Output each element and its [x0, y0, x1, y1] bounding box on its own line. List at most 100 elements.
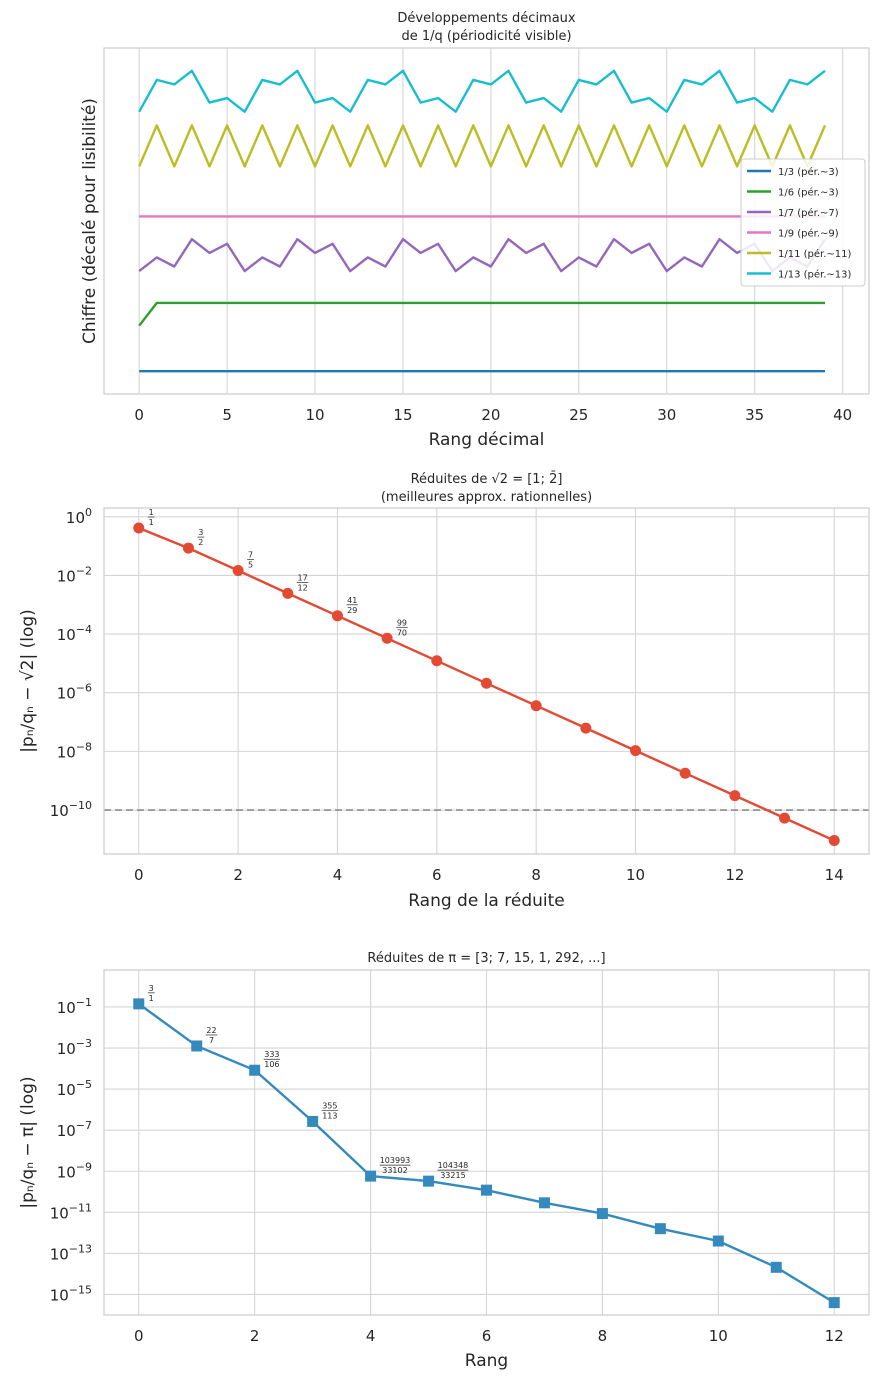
- legend-label: 1/7 (pér.~7): [778, 207, 839, 219]
- fraction-denominator: 2: [198, 538, 203, 547]
- fraction-denominator: 12: [298, 583, 308, 592]
- pi-convergents-chart: 0 2 4 6 8 10 12 10−1 10−3 10−5 10−7 10−9 10−11 10−13 1…: [18, 951, 870, 1371]
- data-point: [712, 1235, 724, 1247]
- fraction-numerator: 3: [198, 528, 203, 537]
- fraction-denominator: 106: [264, 1060, 279, 1069]
- data-point: [423, 1175, 435, 1187]
- x-tick-label: 12: [725, 866, 744, 884]
- data-point: [729, 790, 741, 802]
- x-tick-label: 0: [134, 866, 144, 884]
- data-point: [530, 700, 542, 712]
- fraction-denominator: 1: [149, 518, 154, 527]
- fraction-numerator: 1: [149, 508, 154, 517]
- decimal-expansion-chart: 0 5 10 15 20 25 30 35 40 Développements décimaux d…: [80, 11, 870, 450]
- y-tick-label: 10−13: [50, 1242, 92, 1263]
- data-point: [191, 1040, 203, 1052]
- y-tick-label: 10−11: [50, 1201, 92, 1222]
- data-point: [232, 565, 244, 577]
- data-point: [365, 1170, 377, 1182]
- fraction-annotation: 75: [247, 551, 254, 570]
- legend-label: 1/3 (pér.~3): [778, 166, 839, 178]
- x-tick-label: 10: [709, 1327, 728, 1345]
- series-line: [138, 237, 827, 273]
- x-tick-label: 25: [569, 406, 588, 424]
- x-tick-label: 8: [531, 866, 541, 884]
- y-tick-label: 10−9: [57, 1160, 92, 1181]
- chart-title: Réduites de π = [3; 7, 15, 1, 292, ...]: [367, 951, 605, 966]
- y-tick-label: 10−4: [57, 623, 92, 644]
- fraction-numerator: 41: [347, 596, 357, 605]
- legend-item: 1/11 (pér.~11): [747, 248, 852, 260]
- fraction-numerator: 99: [397, 618, 407, 627]
- x-tick-label: 40: [833, 406, 852, 424]
- fraction-annotation: 11: [147, 508, 155, 527]
- series-line: [138, 301, 825, 327]
- series-line: [138, 69, 826, 113]
- data-point: [828, 1297, 840, 1309]
- series-line: [138, 124, 827, 168]
- fraction-denominator: 113: [322, 1111, 337, 1120]
- data-point: [596, 1208, 608, 1220]
- y-axis-label: |pₙ/qₙ − √2| (log): [18, 609, 38, 753]
- fraction-numerator: 333: [264, 1050, 279, 1059]
- legend: 1/3 (pér.~3) 1/6 (pér.~3) 1/7 (pér.~7) 1/9 …: [740, 158, 866, 287]
- y-tick-label: 10−1: [57, 996, 92, 1017]
- fraction-annotation: 32: [197, 528, 205, 547]
- x-tick-label: 15: [393, 406, 412, 424]
- data-point: [282, 587, 294, 599]
- legend-label: 1/9 (pér.~9): [778, 228, 839, 240]
- fraction-numerator: 103993: [380, 1156, 411, 1165]
- data-point: [249, 1064, 261, 1076]
- data-point: [770, 1261, 782, 1273]
- x-tick-label: 10: [626, 866, 645, 884]
- chart-title: (meilleures approx. rationnelles): [381, 490, 592, 505]
- plot-frame: [103, 47, 870, 395]
- x-axis-label: Rang: [465, 1351, 508, 1371]
- data-point: [182, 542, 194, 554]
- x-axis-label: Rang de la réduite: [408, 891, 565, 911]
- x-tick-label: 35: [745, 406, 764, 424]
- y-tick-label: 10−15: [50, 1283, 92, 1304]
- x-tick-label: 6: [482, 1327, 492, 1345]
- y-tick-label: 10−6: [57, 682, 92, 703]
- fraction-denominator: 70: [397, 628, 407, 637]
- x-tick-label: 0: [134, 406, 144, 424]
- fraction-annotation: 31: [147, 984, 155, 1003]
- legend-item: 1/13 (pér.~13): [747, 269, 852, 281]
- data-point: [307, 1115, 319, 1127]
- x-tick-label: 4: [366, 1327, 376, 1345]
- fraction-denominator: 5: [248, 561, 253, 570]
- chart-title: Développements décimaux: [397, 11, 576, 26]
- sqrt2-convergents-chart: 0 2 4 6 8 10 12 1410010−210−410−610−810−1011327…: [18, 472, 870, 911]
- data-point: [331, 610, 343, 622]
- data-point: [538, 1197, 550, 1209]
- x-tick-label: 20: [481, 406, 500, 424]
- data-point: [580, 722, 592, 734]
- x-tick-label: 2: [233, 866, 243, 884]
- x-tick-label: 10: [305, 406, 324, 424]
- data-point: [133, 522, 145, 534]
- legend-item: 1/9 (pér.~9): [747, 228, 839, 240]
- x-tick-label: 8: [598, 1327, 608, 1345]
- y-tick-label: 10−2: [57, 564, 92, 585]
- plot-frame: [103, 507, 870, 855]
- chart-title: Réduites de √2 = [1; 2̄]: [411, 472, 563, 487]
- x-tick-label: 12: [825, 1327, 844, 1345]
- legend-item: 1/7 (pér.~7): [747, 207, 839, 219]
- x-tick-label: 2: [250, 1327, 260, 1345]
- data-point: [630, 745, 642, 757]
- legend-label: 1/11 (pér.~11): [778, 248, 852, 260]
- y-tick-label: 10−7: [57, 1119, 92, 1140]
- data-point: [431, 655, 443, 667]
- data-point: [481, 1184, 492, 1196]
- data-point: [133, 998, 145, 1010]
- data-point: [779, 812, 791, 824]
